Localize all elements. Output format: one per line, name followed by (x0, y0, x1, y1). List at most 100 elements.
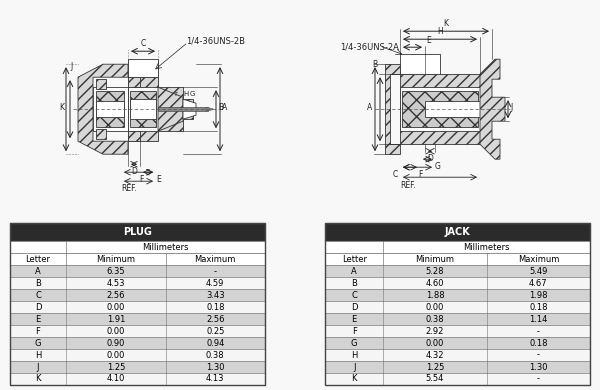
Bar (10, 337, 265, 349)
Text: J: J (71, 62, 73, 71)
Text: G: G (190, 91, 194, 97)
Text: 1.25: 1.25 (426, 363, 444, 372)
Text: 6.35: 6.35 (107, 267, 125, 276)
Text: B: B (218, 103, 223, 112)
Text: 2.56: 2.56 (107, 291, 125, 300)
Polygon shape (206, 107, 213, 111)
Bar (325, 223, 590, 385)
Text: 0.00: 0.00 (426, 339, 444, 347)
Bar (325, 313, 590, 325)
Text: D: D (427, 154, 433, 163)
Bar (402, 91, 478, 127)
Bar (325, 254, 590, 265)
Text: H: H (351, 351, 358, 360)
Text: 1.30: 1.30 (206, 363, 224, 372)
Bar (96, 101, 124, 117)
Text: 1.91: 1.91 (107, 315, 125, 324)
Text: B: B (372, 60, 377, 69)
Text: J: J (510, 103, 512, 112)
Polygon shape (400, 74, 480, 144)
Bar (325, 349, 590, 361)
Text: 0.25: 0.25 (206, 327, 224, 336)
Bar (425, 101, 480, 117)
Text: A: A (222, 103, 227, 112)
Text: Maximum: Maximum (194, 255, 236, 264)
Text: 1.88: 1.88 (425, 291, 444, 300)
Text: E: E (156, 175, 161, 184)
Text: C: C (140, 39, 146, 48)
Text: A: A (367, 103, 372, 112)
Bar (10, 373, 265, 385)
Text: 2.92: 2.92 (426, 327, 444, 336)
Text: 0.90: 0.90 (107, 339, 125, 347)
Text: K: K (35, 374, 41, 383)
Bar (10, 241, 265, 254)
Text: A: A (351, 267, 357, 276)
Bar (96, 91, 124, 127)
Text: K: K (443, 19, 449, 28)
Text: F: F (35, 327, 40, 336)
Polygon shape (385, 64, 400, 154)
Bar (130, 99, 156, 119)
Text: H: H (184, 91, 188, 97)
Text: 1.14: 1.14 (529, 315, 548, 324)
Text: 0.18: 0.18 (529, 339, 548, 347)
Polygon shape (128, 77, 193, 141)
Text: J: J (37, 363, 40, 372)
Text: 0.94: 0.94 (206, 339, 224, 347)
Polygon shape (480, 59, 505, 159)
Bar (96, 129, 106, 139)
Text: F: F (352, 327, 356, 336)
Text: G: G (435, 162, 441, 171)
Bar (10, 301, 265, 313)
Text: C: C (351, 291, 357, 300)
Text: 4.67: 4.67 (529, 279, 548, 288)
Text: 1.25: 1.25 (107, 363, 125, 372)
Text: D: D (351, 303, 358, 312)
Text: B: B (35, 279, 41, 288)
Text: 0.18: 0.18 (529, 303, 548, 312)
Text: 0.38: 0.38 (425, 315, 444, 324)
Bar (325, 373, 590, 385)
Text: Minimum: Minimum (97, 255, 136, 264)
Text: 4.32: 4.32 (426, 351, 444, 360)
Text: Maximum: Maximum (518, 255, 559, 264)
Bar (325, 301, 590, 313)
Text: A: A (35, 267, 41, 276)
Text: Millimeters: Millimeters (142, 243, 189, 252)
Bar (10, 361, 265, 373)
Text: E: E (35, 315, 41, 324)
Text: H: H (437, 27, 443, 36)
Text: 4.60: 4.60 (426, 279, 444, 288)
Polygon shape (128, 131, 140, 141)
Text: REF.: REF. (400, 181, 416, 190)
Text: 5.54: 5.54 (426, 374, 444, 383)
Text: C: C (393, 170, 398, 179)
Text: 1/4-36UNS-2A: 1/4-36UNS-2A (340, 43, 399, 52)
Polygon shape (183, 99, 196, 119)
Text: 0.00: 0.00 (107, 351, 125, 360)
Text: J: J (353, 363, 355, 372)
Polygon shape (128, 77, 140, 87)
Bar (325, 265, 590, 277)
Text: -: - (537, 374, 540, 383)
Text: F: F (418, 170, 422, 179)
Bar (158, 107, 208, 111)
Text: E: E (426, 36, 431, 45)
Text: G: G (35, 339, 41, 347)
Text: -: - (537, 327, 540, 336)
Text: F: F (139, 175, 143, 184)
Text: 4.59: 4.59 (206, 279, 224, 288)
Bar (400, 54, 440, 74)
Text: 4.10: 4.10 (107, 374, 125, 383)
Polygon shape (78, 64, 128, 154)
Bar (10, 277, 265, 289)
Text: Millimeters: Millimeters (463, 243, 510, 252)
Text: 4.53: 4.53 (107, 279, 125, 288)
Text: r: r (175, 91, 178, 97)
Text: 0.00: 0.00 (107, 303, 125, 312)
Bar (10, 254, 265, 265)
Text: 4.13: 4.13 (206, 374, 224, 383)
Bar (325, 289, 590, 301)
Bar (325, 361, 590, 373)
